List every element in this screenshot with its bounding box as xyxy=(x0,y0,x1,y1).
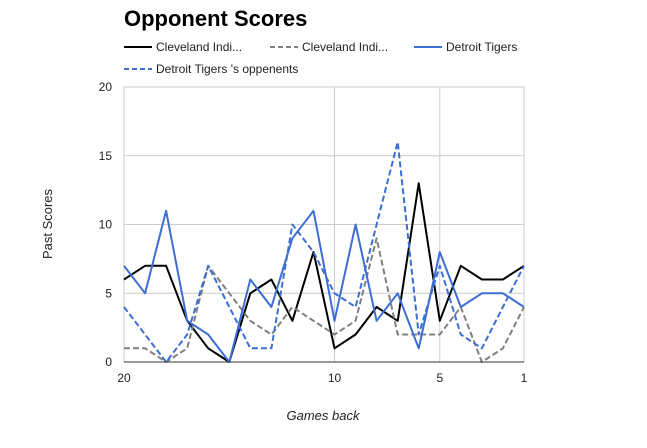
legend-label-0: Cleveland Indi... xyxy=(156,40,242,54)
y-tick-label: 5 xyxy=(105,286,112,300)
x-tick-label: 20 xyxy=(117,371,131,385)
series-line-3 xyxy=(123,141,525,363)
grid xyxy=(123,86,525,362)
series-line-2 xyxy=(123,209,525,363)
y-tick-label: 15 xyxy=(99,149,113,163)
y-tick-label: 10 xyxy=(99,218,113,232)
legend: Cleveland Indi... Cleveland Indi... Detroi… xyxy=(124,40,517,76)
x-tick-label: 5 xyxy=(436,371,443,385)
series-layer xyxy=(123,141,525,363)
chart-title: Opponent Scores xyxy=(124,6,308,31)
series-line-1 xyxy=(124,237,525,363)
legend-label-1: Cleveland Indi... xyxy=(302,40,388,54)
y-tick-label: 0 xyxy=(105,355,112,369)
axes: 0 5 10 15 20 20 10 5 1 xyxy=(99,80,528,385)
legend-label-2: Detroit Tigers xyxy=(446,40,517,54)
x-tick-label: 10 xyxy=(328,371,342,385)
legend-label-3: Detroit Tigers 's oppenents xyxy=(156,62,298,76)
y-tick-label: 20 xyxy=(99,80,113,94)
x-axis-title: Games back xyxy=(287,408,361,423)
y-axis-title: Past Scores xyxy=(40,188,55,259)
x-tick-label: 1 xyxy=(521,371,528,385)
